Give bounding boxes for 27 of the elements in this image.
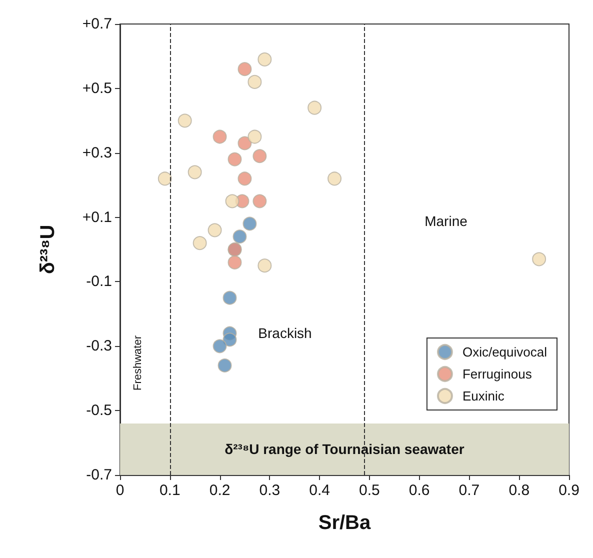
x-tick-label: 0.9 xyxy=(558,482,580,499)
x-tick-label: 0 xyxy=(116,482,124,499)
legend-label: Euxinic xyxy=(462,388,505,404)
x-tick-label: 0.2 xyxy=(209,482,230,499)
annotation: Marine xyxy=(424,213,468,229)
x-tick-label: 0.6 xyxy=(408,482,430,499)
x-tick-label: 0.3 xyxy=(259,482,280,499)
legend-label: Oxic/equivocal xyxy=(462,344,548,360)
x-tick-label: 0.4 xyxy=(309,482,330,499)
legend-label: Ferruginous xyxy=(462,366,532,382)
x-axis-title: Sr/Ba xyxy=(318,512,372,534)
x-tick-label: 0.8 xyxy=(508,482,530,499)
y-tick-label: +0.1 xyxy=(82,208,112,226)
y-tick-label: -0.5 xyxy=(86,402,112,420)
y-tick-label: +0.3 xyxy=(82,144,112,162)
y-tick-label: +0.5 xyxy=(82,80,112,97)
y-tick-label: -0.3 xyxy=(86,338,112,355)
x-tick-label: 0.1 xyxy=(159,482,180,499)
annotation: Freshwater xyxy=(132,335,144,391)
y-axis-title: δ²³⁸U xyxy=(37,224,59,274)
y-tick-label: -0.1 xyxy=(86,273,112,290)
x-tick-label: 0.5 xyxy=(359,482,380,499)
band-label: δ²³⁸U range of Tournaisian seawater xyxy=(224,441,465,458)
x-tick-label: 0.7 xyxy=(458,482,480,499)
y-tick-label: +0.7 xyxy=(82,16,112,32)
annotation: Brackish xyxy=(258,325,312,341)
y-tick-label: -0.7 xyxy=(86,466,112,484)
